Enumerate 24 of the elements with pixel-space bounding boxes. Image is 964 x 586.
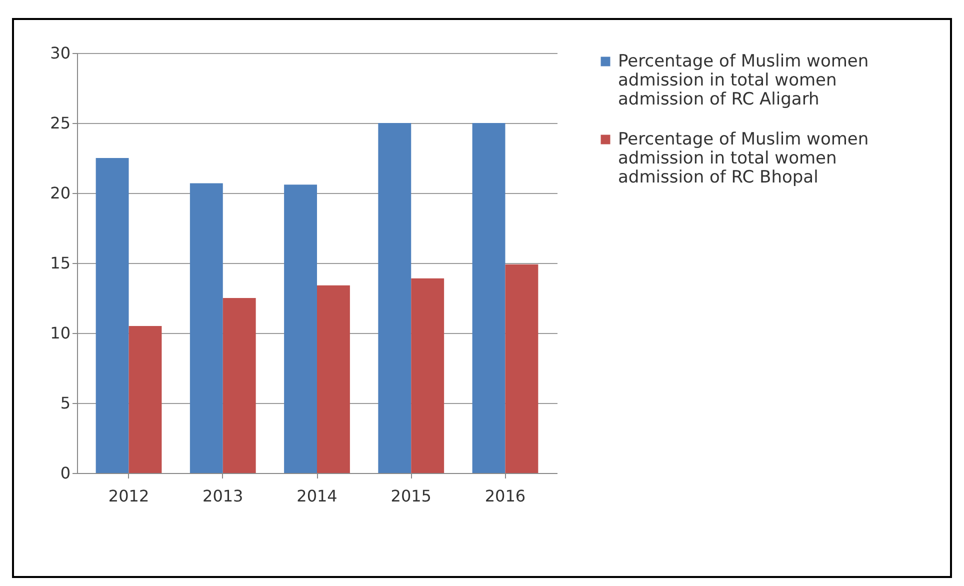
x-tick-label: 2013 — [202, 486, 244, 506]
legend-label: Percentage of Muslim women admission in total women admission of RC Bhopal — [618, 130, 869, 188]
y-tick-label: 25 — [50, 114, 70, 132]
y-tick-label: 30 — [50, 44, 70, 62]
x-tick-label: 2012 — [108, 486, 150, 506]
bar — [505, 264, 538, 473]
bar — [96, 158, 129, 473]
x-tick-label: 2015 — [390, 486, 432, 506]
bar — [472, 123, 506, 473]
legend-label: Percentage of Muslim women admission in total women admission of RC Aligarh — [618, 52, 869, 110]
bar — [317, 285, 350, 473]
bar — [190, 183, 223, 473]
y-tick-label: 0 — [60, 464, 70, 482]
bar — [128, 326, 162, 473]
y-tick-label: 20 — [50, 184, 70, 202]
bar — [284, 184, 317, 473]
y-tick-label: 10 — [50, 324, 70, 342]
bar — [411, 278, 444, 473]
y-tick-label: 5 — [60, 394, 70, 412]
bar — [222, 298, 256, 473]
x-tick-label: 2016 — [484, 486, 526, 506]
y-tick-label: 15 — [50, 254, 70, 272]
x-tick-label: 2014 — [296, 486, 338, 506]
bar — [378, 123, 412, 473]
